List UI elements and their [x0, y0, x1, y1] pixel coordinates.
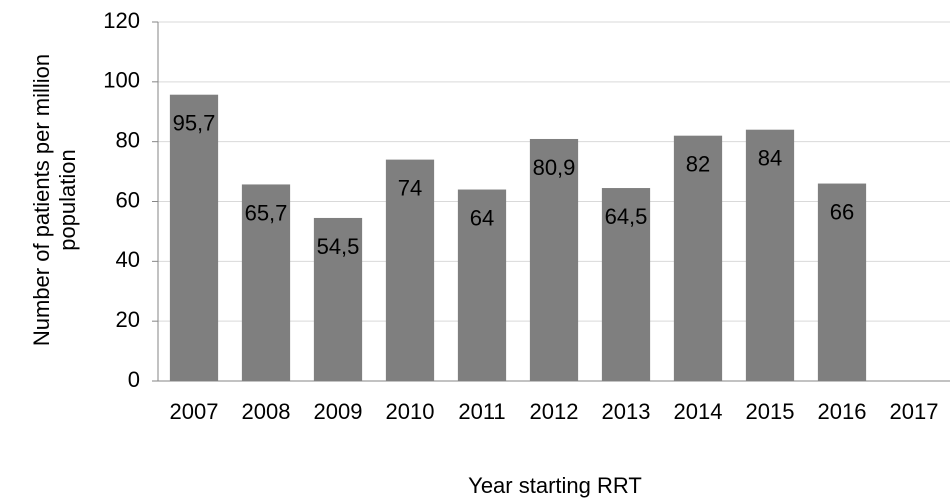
y-tick-label: 120: [103, 8, 140, 33]
data-label: 66: [830, 199, 854, 224]
data-label: 64: [470, 205, 494, 230]
data-label: 80,9: [533, 155, 576, 180]
y-tick-label: 60: [116, 187, 140, 212]
x-tick-label: 2014: [674, 399, 723, 424]
bar: [457, 189, 507, 381]
x-tick-label: 2009: [314, 399, 363, 424]
y-tick-label: 0: [128, 367, 140, 392]
y-tick-label: 20: [116, 307, 140, 332]
bar: [745, 129, 795, 381]
bar: [817, 183, 867, 381]
x-tick-label: 2008: [242, 399, 291, 424]
data-label: 74: [398, 175, 422, 200]
y-tick-label: 80: [116, 127, 140, 152]
bar: [601, 188, 651, 381]
bar: [169, 94, 219, 381]
y-tick-label: 100: [103, 68, 140, 93]
bar: [529, 138, 579, 381]
data-label: 84: [758, 146, 782, 171]
x-tick-label: 2017: [890, 399, 939, 424]
data-label: 65,7: [245, 200, 288, 225]
y-tick-label: 40: [116, 247, 140, 272]
data-label: 95,7: [173, 111, 216, 136]
x-tick-label: 2007: [170, 399, 219, 424]
x-tick-label: 2011: [458, 399, 505, 424]
y-axis-label: Number of patients per million populatio…: [29, 53, 80, 347]
bar: [313, 217, 363, 381]
x-tick-label: 2016: [818, 399, 867, 424]
x-axis-label: Year starting RRT: [468, 473, 642, 498]
data-label: 64,5: [605, 204, 648, 229]
data-label: 54,5: [317, 234, 360, 259]
x-tick-label: 2015: [746, 399, 795, 424]
bar: [385, 159, 435, 381]
x-tick-label: 2013: [602, 399, 651, 424]
bar: [241, 184, 291, 381]
bar: [673, 135, 723, 381]
x-tick-label: 2012: [530, 399, 579, 424]
x-tick-label: 2010: [386, 399, 435, 424]
data-label: 82: [686, 151, 710, 176]
